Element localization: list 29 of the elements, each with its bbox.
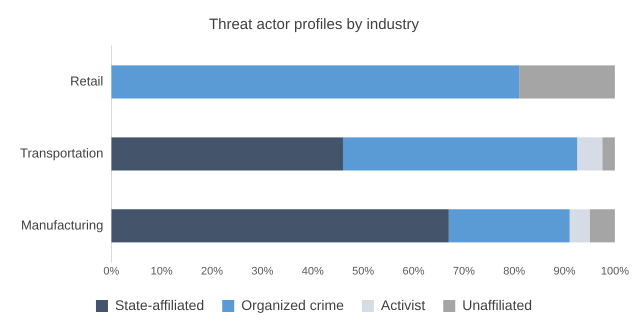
bar	[111, 137, 343, 170]
x-tick-label: 60%	[402, 265, 425, 278]
legend-label: State-affiliated	[114, 296, 204, 313]
bar	[448, 209, 570, 242]
x-tick-label: 70%	[452, 265, 476, 278]
chart-title: Threat actor profiles by industry	[208, 16, 420, 34]
legend-label: Organized crime	[241, 296, 344, 313]
bar	[602, 137, 615, 170]
legend-label: Unaffiliated	[462, 296, 532, 313]
x-tick-label: 100%	[600, 265, 630, 278]
x-tick-label: 80%	[503, 265, 526, 278]
y-tick-label: Retail	[70, 74, 104, 89]
bar	[111, 65, 520, 99]
bar	[577, 137, 602, 170]
bar	[111, 209, 449, 242]
x-tick-label: 50%	[352, 265, 374, 278]
x-tick-label: 30%	[251, 265, 274, 278]
bar	[519, 65, 615, 99]
x-tick-label: 0%	[103, 265, 120, 278]
bar	[570, 209, 590, 242]
legend-label: Activist	[380, 296, 426, 313]
y-tick-label: Transportation	[20, 145, 104, 160]
x-tick-label: 20%	[201, 265, 224, 278]
x-tick-label: 90%	[554, 265, 576, 278]
bar	[590, 209, 615, 242]
bar	[342, 137, 578, 170]
x-tick-label: 10%	[150, 265, 173, 278]
y-tick-label: Manufacturing	[20, 217, 104, 232]
x-tick-label: 40%	[302, 265, 324, 278]
